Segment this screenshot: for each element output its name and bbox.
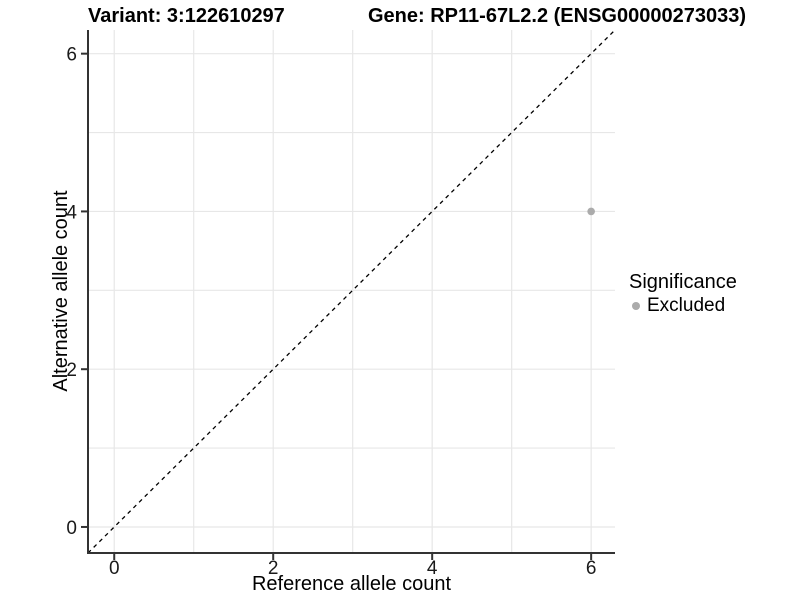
y-axis-title: Alternative allele count: [50, 190, 72, 392]
x-tick-label: 0: [109, 558, 120, 579]
variant-title: Variant: 3:122610297: [88, 5, 285, 27]
x-tick-label: 2: [268, 558, 279, 579]
data-point: [587, 207, 595, 216]
legend-point-icon: [632, 302, 640, 310]
gene-title: Gene: RP11-67L2.2 (ENSG00000273033): [368, 5, 746, 27]
y-tick-label: 4: [66, 202, 77, 223]
legend-item-label: Excluded: [647, 295, 726, 316]
y-tick-label: 2: [66, 360, 77, 381]
x-tick-label: 6: [586, 558, 597, 579]
x-axis-title: Reference allele count: [251, 573, 451, 595]
legend-item-excluded: Excluded: [629, 295, 737, 317]
x-tick-label: 4: [427, 558, 438, 579]
y-tick-label: 6: [66, 45, 77, 66]
identity-dashed-line: [87, 29, 616, 554]
y-tick-label: 0: [66, 518, 77, 539]
legend: Significance Excluded: [629, 270, 737, 317]
legend-title: Significance: [629, 271, 737, 293]
